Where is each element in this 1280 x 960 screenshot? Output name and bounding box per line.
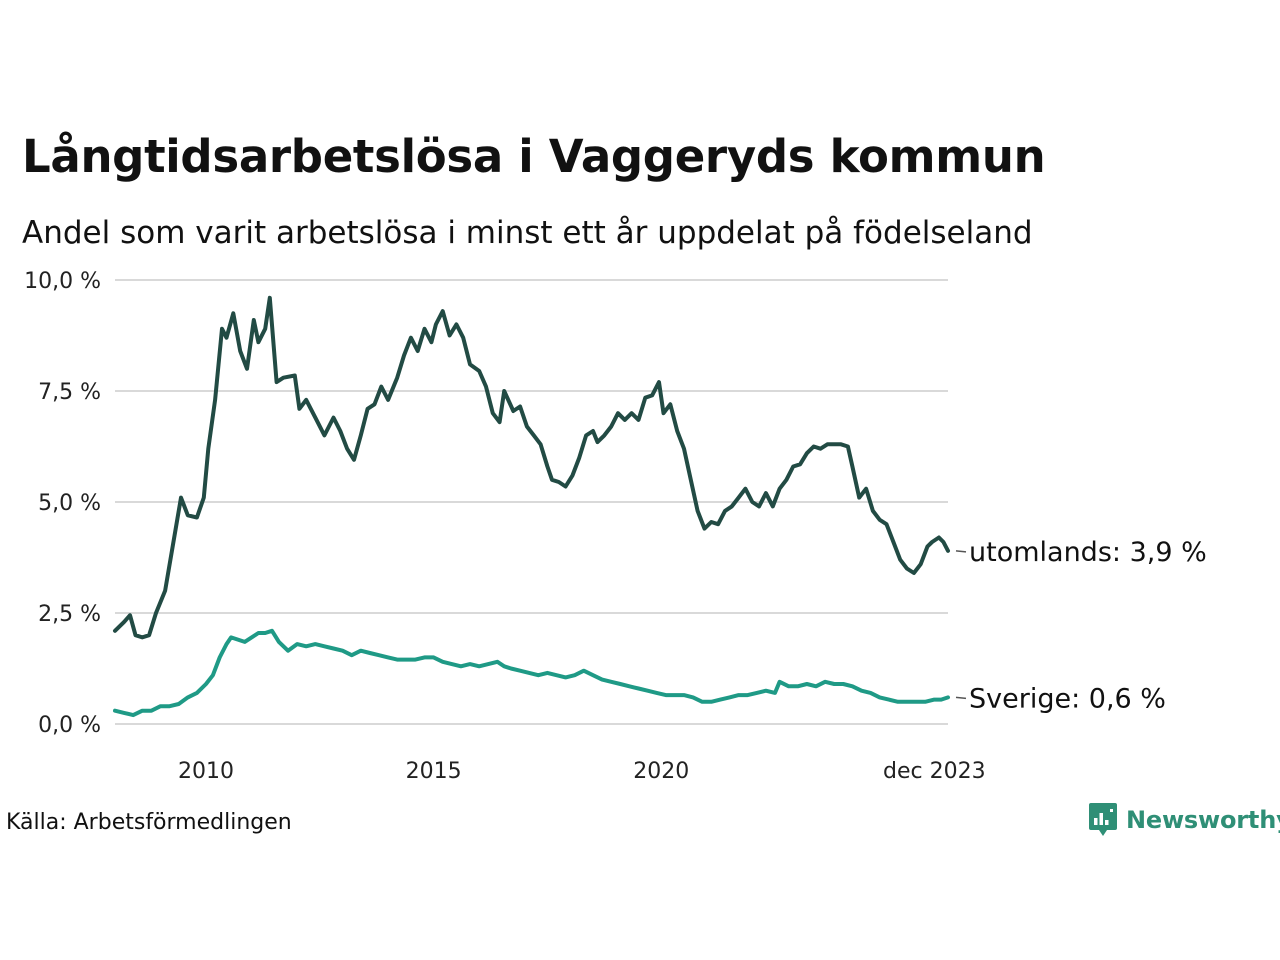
x-tick-label: dec 2023 — [883, 759, 986, 784]
label-leader — [955, 696, 967, 700]
series-label-sverige: Sverige: 0,6 % — [969, 683, 1166, 714]
x-tick-label: 2020 — [633, 759, 689, 784]
brand-name: Newsworthy — [1126, 806, 1280, 834]
newsworthy-logo-icon — [1089, 803, 1117, 836]
chart-subtitle: Andel som varit arbetslösa i minst ett å… — [22, 215, 1033, 251]
chart-title: Långtidsarbetslösa i Vaggeryds kommun — [22, 130, 1046, 183]
y-tick-label: 2,5 % — [38, 602, 101, 627]
series-label-utomlands: utomlands: 3,9 % — [969, 537, 1207, 568]
y-tick-label: 5,0 % — [38, 491, 101, 516]
y-tick-label: 10,0 % — [24, 269, 101, 294]
brand: Newsworthy — [1088, 802, 1280, 838]
y-tick-label: 0,0 % — [38, 713, 101, 738]
x-tick-label: 2015 — [406, 759, 462, 784]
series-line-sverige — [113, 628, 950, 718]
label-leader — [955, 550, 967, 553]
series-line-utomlands — [113, 295, 950, 640]
x-tick-label: 2010 — [178, 759, 234, 784]
y-tick-label: 7,5 % — [38, 380, 101, 405]
source-text: Källa: Arbetsförmedlingen — [6, 810, 292, 835]
